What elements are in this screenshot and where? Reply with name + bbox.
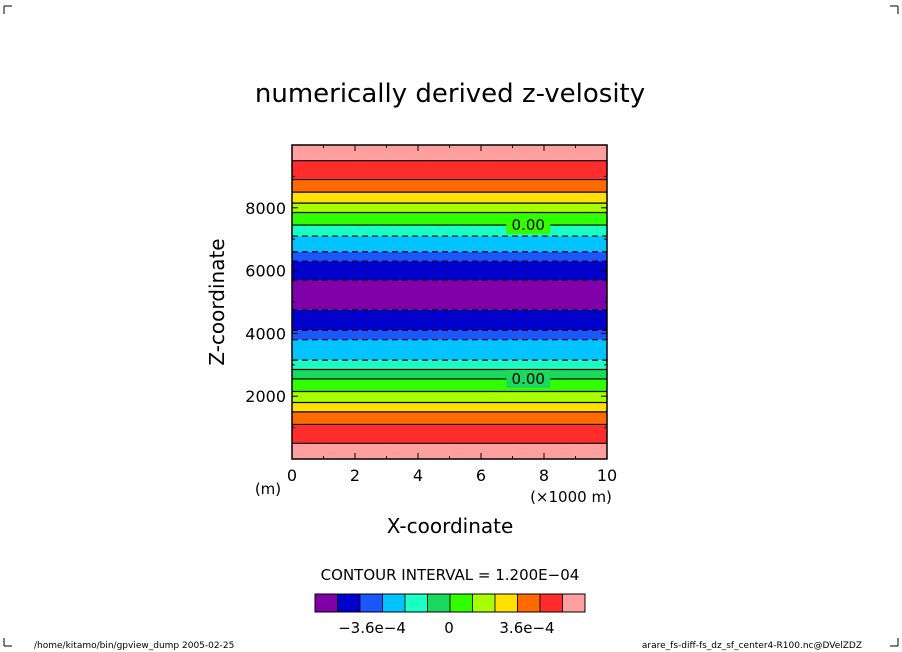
band-0 xyxy=(292,443,607,459)
colorbar-swatch-4 xyxy=(404,593,428,613)
colorbar-swatch-2 xyxy=(359,593,383,613)
band-19 xyxy=(292,179,607,193)
contour-label-bg-0 xyxy=(506,216,551,235)
band-13 xyxy=(292,251,607,262)
colorbar-swatch-10 xyxy=(539,593,563,613)
band-2 xyxy=(292,411,607,425)
y-tick-label-3: 8000 xyxy=(245,199,286,218)
y-tick-label-2: 6000 xyxy=(245,262,286,281)
contour-label-1: 0.00 xyxy=(512,370,545,388)
colorbar-swatch-9 xyxy=(517,593,541,613)
crop-marks xyxy=(3,5,899,647)
band-16 xyxy=(292,212,607,226)
band-18 xyxy=(292,192,607,204)
band-4 xyxy=(292,391,607,403)
x-unit-left: (m) xyxy=(255,480,281,498)
colorbar-swatch-5 xyxy=(427,593,451,613)
colorbar-tick-label-1: 0 xyxy=(444,619,454,637)
band-8 xyxy=(292,339,607,361)
colorbar-swatch-3 xyxy=(382,593,406,613)
band-11 xyxy=(292,280,607,310)
y-axis-ticks: 2000 4000 6000 8000 xyxy=(245,175,607,429)
band-6 xyxy=(292,369,607,379)
x-tick-label-4: 8 xyxy=(539,466,549,485)
band-12 xyxy=(292,261,607,281)
contour-label-0: 0.00 xyxy=(512,216,545,234)
band-7 xyxy=(292,360,607,370)
colorbar-swatch-0 xyxy=(314,593,338,613)
x-tick-label-1: 2 xyxy=(350,466,360,485)
colorbar-tick-label-2: 3.6e−4 xyxy=(499,619,554,637)
contour-labels: 0.00 0.00 xyxy=(506,216,551,388)
band-5 xyxy=(292,378,607,392)
band-14 xyxy=(292,236,607,252)
colorbar-swatch-11 xyxy=(562,593,586,613)
band-20 xyxy=(292,160,607,180)
footer-right: arare_fs-diff-fs_dz_sf_center4-R100.nc@D… xyxy=(642,641,862,651)
x-tick-label-0: 0 xyxy=(287,466,297,485)
contour-lines xyxy=(292,160,607,444)
footer-left: /home/kitamo/bin/gpview_dump 2005-02-25 xyxy=(34,641,234,651)
x-axis-label: X-coordinate xyxy=(387,514,514,538)
x-tick-label-3: 6 xyxy=(476,466,486,485)
x-tick-label-2: 4 xyxy=(413,466,423,485)
band-1 xyxy=(292,424,607,444)
colorbar-frame xyxy=(314,593,586,613)
x-axis-ticks: 0 2 4 6 8 10 xyxy=(287,145,617,485)
x-tick-label-5: 10 xyxy=(597,466,617,485)
contour-label-bg-1 xyxy=(506,369,551,388)
colorbar-tick-label-0: −3.6e−4 xyxy=(338,619,406,637)
y-tick-label-0: 2000 xyxy=(245,387,286,406)
colorbar xyxy=(314,593,586,613)
band-15 xyxy=(292,225,607,237)
band-17 xyxy=(292,203,607,213)
colorbar-swatch-1 xyxy=(337,593,361,613)
chart-title: numerically derived z-velosity xyxy=(255,79,645,109)
colorbar-swatch-8 xyxy=(494,593,518,613)
contour-interval-label: CONTOUR INTERVAL = 1.200E−04 xyxy=(321,566,580,584)
colorbar-tick-labels: −3.6e−4 0 3.6e−4 xyxy=(338,619,554,637)
band-21 xyxy=(292,145,607,161)
colorbar-swatch-6 xyxy=(449,593,473,613)
x-unit-right: (×1000 m) xyxy=(530,488,612,506)
y-tick-label-1: 4000 xyxy=(245,324,286,343)
y-axis-label: Z-coordinate xyxy=(205,238,229,365)
color-bands xyxy=(292,145,607,459)
band-3 xyxy=(292,402,607,412)
band-10 xyxy=(292,309,607,331)
band-9 xyxy=(292,330,607,340)
colorbar-swatch-7 xyxy=(472,593,496,613)
